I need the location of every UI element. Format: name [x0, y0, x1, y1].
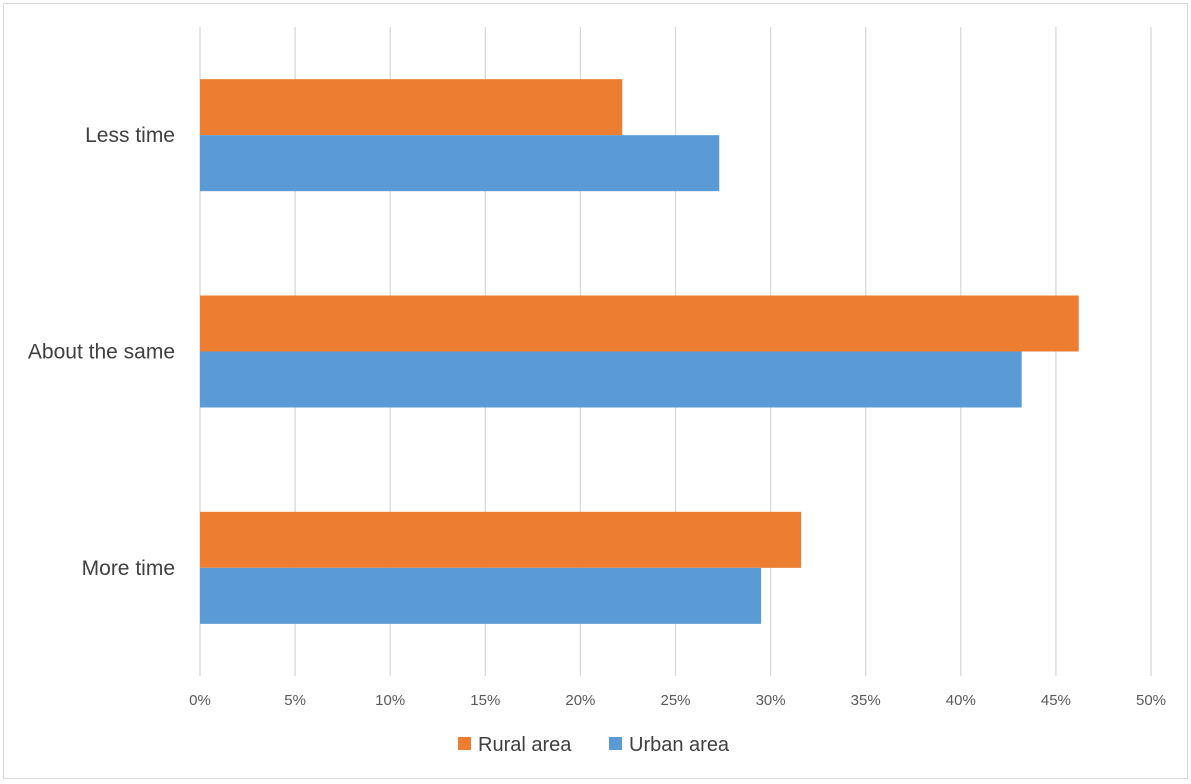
x-tick-label: 5%: [284, 692, 306, 709]
legend-label-rural-area: Rural area: [478, 734, 572, 756]
bar-urban-area-more-time: [200, 567, 762, 624]
x-tick-label: 25%: [660, 692, 690, 709]
x-tick-label: 15%: [470, 692, 500, 709]
bar-rural-area-less-time: [200, 79, 623, 136]
legend-swatch-urban-area: [609, 737, 622, 750]
bar-rural-area-more-time: [200, 511, 802, 568]
x-tick-labels: 0% 5% 10% 15% 20% 25% 30% 35% 40% 45% 50%: [189, 692, 1166, 709]
category-label: About the same: [28, 341, 175, 364]
x-tick-label: 0%: [189, 692, 211, 709]
x-tick-label: 10%: [375, 692, 405, 709]
bar-rural-area-about-the-same: [200, 295, 1079, 352]
category-label: More time: [82, 557, 175, 580]
legend: Rural area Urban area: [458, 734, 730, 756]
x-tick-label: 35%: [851, 692, 881, 709]
category-label: Less time: [85, 124, 175, 147]
bar-urban-area-about-the-same: [200, 351, 1022, 408]
x-tick-label: 50%: [1136, 692, 1166, 709]
legend-swatch-rural-area: [458, 737, 471, 750]
x-tick-label: 30%: [756, 692, 786, 709]
category-labels: Less time About the same More time: [28, 124, 175, 580]
bars: [200, 79, 1079, 624]
legend-label-urban-area: Urban area: [629, 734, 730, 756]
x-tick-label: 40%: [946, 692, 976, 709]
bar-urban-area-less-time: [200, 135, 720, 192]
x-tick-label: 45%: [1041, 692, 1071, 709]
x-tick-label: 20%: [565, 692, 595, 709]
